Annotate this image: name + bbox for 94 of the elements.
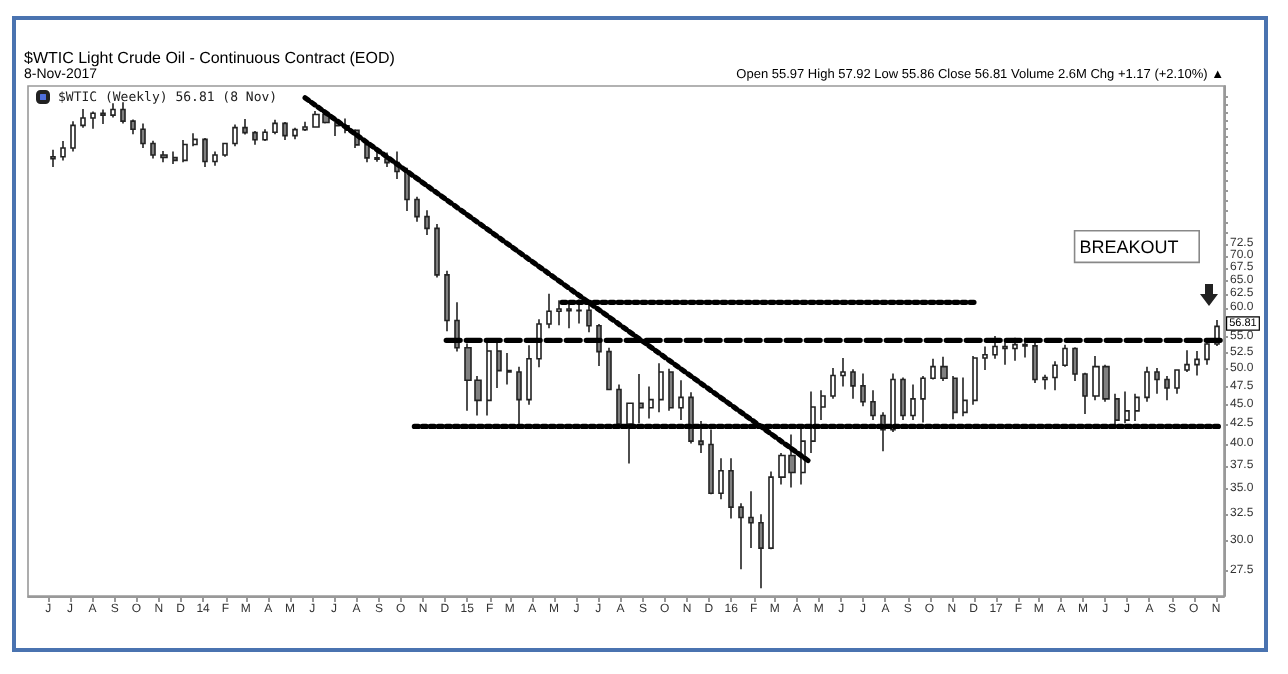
candlestick [1184, 349, 1190, 373]
candlestick [718, 457, 724, 500]
candlestick [768, 470, 774, 551]
candlestick [496, 341, 502, 389]
candlestick [160, 150, 168, 164]
candlestick [130, 118, 136, 136]
candlestick [1114, 392, 1120, 429]
candlestick [606, 347, 612, 391]
candlestick [50, 148, 56, 168]
candlestick [748, 490, 754, 549]
candlestick [1194, 350, 1200, 377]
candlestick [1164, 375, 1170, 402]
candlestick [1072, 346, 1078, 382]
candlestick [110, 102, 116, 119]
candlestick [1144, 365, 1150, 403]
candlestick [1124, 390, 1130, 425]
candlestick [1012, 337, 1018, 362]
candlestick [202, 137, 208, 168]
candlestick [414, 195, 420, 223]
candlestick [506, 352, 512, 386]
candlestick [758, 513, 764, 589]
candlestick [840, 357, 846, 388]
candlestick [1002, 340, 1008, 366]
candlestick [708, 428, 714, 496]
candlestick [992, 335, 998, 360]
candlestick [648, 385, 654, 420]
candlestick [860, 372, 866, 408]
candlestick [546, 292, 552, 329]
candlestick [252, 130, 258, 146]
candlestick [434, 223, 440, 279]
candlestick [658, 362, 664, 414]
candlestick [424, 209, 430, 236]
candlestick [900, 376, 906, 421]
candlestick [120, 101, 126, 125]
candlestick [526, 344, 532, 406]
candlestick [1134, 392, 1140, 422]
candlestick [556, 299, 562, 327]
candlestick [150, 139, 156, 160]
candlestick [516, 365, 522, 429]
candlestick [940, 355, 948, 382]
candlestick [374, 148, 380, 163]
candlestick [566, 300, 572, 329]
candlestick [272, 119, 278, 136]
candlestick [1082, 371, 1088, 415]
candlestick [850, 368, 856, 400]
candlestick [830, 367, 836, 400]
candlestick [80, 108, 86, 129]
candlestick [1154, 367, 1160, 395]
candlestick [728, 457, 734, 520]
candlestick [698, 420, 704, 454]
candlestick [282, 121, 288, 141]
candlestick [616, 383, 622, 429]
chart-title: $WTIC Light Crude Oil - Continuous Contract (EOD) [24, 49, 396, 67]
candlestick [1204, 341, 1210, 366]
candlestick [262, 128, 268, 142]
candlestick [668, 367, 674, 412]
candlestick [232, 123, 238, 148]
candlestick [444, 269, 450, 332]
candlestick [70, 120, 76, 153]
candlestick [586, 303, 592, 334]
candlestick [910, 383, 916, 421]
candlestick [1032, 339, 1038, 384]
candlestick [90, 110, 96, 130]
candlestick [982, 345, 988, 371]
candlestick [870, 389, 876, 421]
candlestick [1062, 343, 1068, 368]
candlestick [222, 141, 228, 158]
candlestick [920, 375, 926, 424]
candlestick [962, 376, 968, 417]
candlestick [192, 132, 198, 148]
candlestick [890, 372, 896, 433]
candlestick [678, 379, 684, 421]
candlestick [140, 122, 146, 149]
candlestick [626, 401, 634, 465]
candlestick [404, 166, 410, 212]
candlestick [1052, 360, 1058, 391]
annotation: BREAKOUT [1079, 236, 1180, 257]
candlestick [486, 341, 492, 417]
candlestick [242, 118, 248, 136]
candlestick [100, 108, 106, 125]
candlestick [638, 373, 644, 425]
candlestick [172, 150, 178, 165]
candlestick [302, 120, 308, 132]
candlestick [930, 357, 936, 381]
candlestick [60, 140, 66, 162]
candlestick [292, 126, 298, 141]
candlestick [182, 139, 188, 164]
candlestick [820, 389, 826, 421]
candlestick [972, 355, 978, 406]
candlestick [738, 502, 744, 571]
candlestick [1042, 373, 1048, 391]
candlestick [1174, 368, 1180, 395]
candlestick [952, 375, 958, 421]
candlestick [212, 150, 218, 167]
